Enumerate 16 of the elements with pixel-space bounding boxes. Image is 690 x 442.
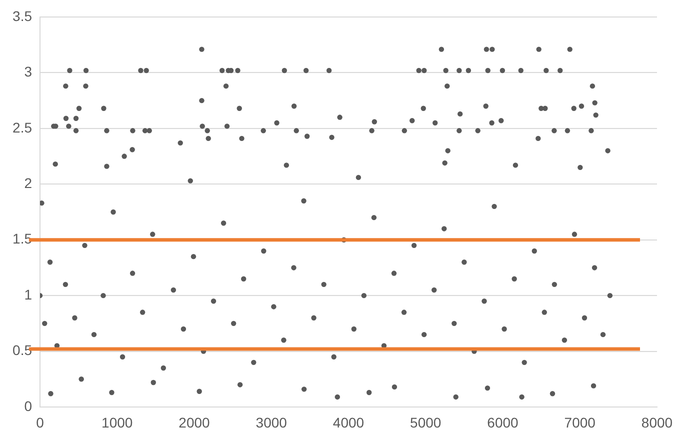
x-tick-label: 1000 [102,414,133,430]
x-tick-label: 6000 [487,414,519,430]
x-tick-label: 2000 [178,414,210,430]
y-tick-label: 0.5 [12,342,32,358]
x-tick-label: 3000 [256,414,288,430]
y-tick-label: 2 [24,175,32,191]
y-tick-label: 2.5 [12,119,32,136]
y-tick-label: 0 [24,398,32,414]
x-tick-label: 5000 [410,414,442,430]
x-tick-label: 8000 [641,414,673,430]
x-tick-label: 0 [36,414,44,430]
x-tick-label: 7000 [564,414,596,430]
y-tick-label: 1 [24,286,32,302]
x-tick-label: 4000 [332,414,364,430]
y-tick-label: 3.5 [12,8,32,24]
y-tick-label: 3 [24,64,32,80]
